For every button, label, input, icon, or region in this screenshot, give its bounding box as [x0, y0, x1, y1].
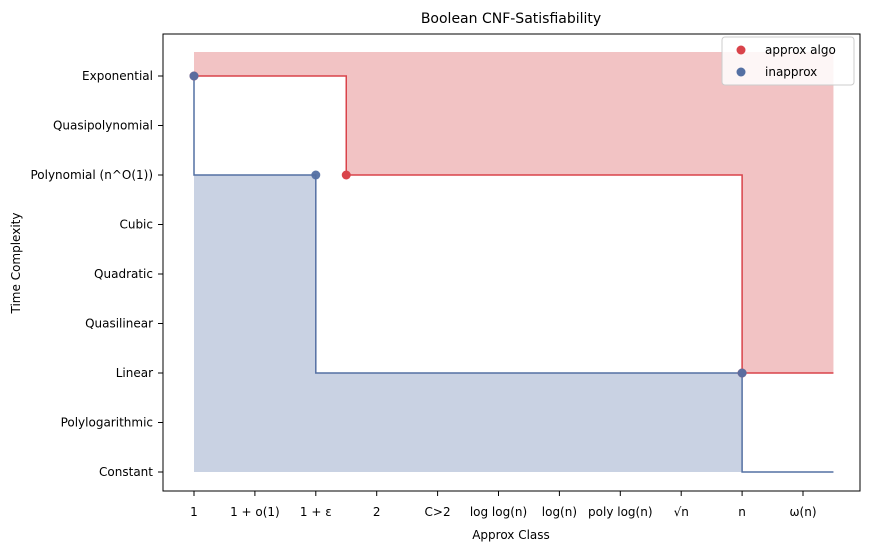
point-inapprox-1	[311, 170, 321, 180]
x-tick-label: 1 + ε	[300, 505, 332, 519]
legend: approx algo inapprox	[721, 36, 855, 86]
x-tick-label: C>2	[425, 505, 451, 519]
y-tick-label: Quasilinear	[85, 317, 153, 331]
y-tick-label: Exponential	[82, 69, 153, 83]
legend-label: inapprox	[765, 65, 817, 79]
x-tick-label: ω(n)	[789, 505, 816, 519]
y-tick-label: Linear	[116, 366, 153, 380]
x-tick-label: log log(n)	[470, 505, 527, 519]
x-tick-label: 1	[190, 505, 198, 519]
y-tick-label: Quadratic	[94, 267, 153, 281]
legend-marker	[736, 67, 746, 77]
x-tick-label: poly log(n)	[588, 505, 652, 519]
line-layer	[193, 75, 834, 473]
step-line-inapprox	[193, 76, 834, 473]
x-tick-label: 1 + o(1)	[230, 505, 280, 519]
legend-label: approx algo	[765, 43, 836, 57]
x-tick-label: 2	[373, 505, 381, 519]
y-tick-label: Polynomial (n^O(1))	[30, 168, 153, 182]
y-tick-label: Quasipolynomial	[53, 119, 153, 133]
legend-marker	[736, 45, 746, 55]
y-tick-label: Constant	[99, 465, 153, 479]
point-approx-algo-1	[341, 170, 351, 180]
x-axis: 1 1 + o(1) 1 + ε 2 C>2 log log(n) log(n) poly l…	[190, 491, 817, 519]
plot-frame	[162, 33, 861, 492]
point-inapprox-2	[737, 368, 747, 378]
x-tick-label: √n	[674, 505, 689, 519]
x-tick-label: n	[738, 505, 746, 519]
chart-title: Boolean CNF-Satisfiability	[421, 11, 601, 27]
y-tick-label: Polylogarithmic	[61, 416, 153, 430]
point-inapprox-0	[189, 71, 199, 81]
y-tick-label: Cubic	[119, 218, 153, 232]
y-axis: Constant Polylogarithmic Linear Quasilinear…	[30, 69, 163, 479]
area-approx-algo	[194, 52, 834, 373]
x-tick-label: log(n)	[542, 505, 577, 519]
fill-layer	[194, 52, 834, 472]
step-line-approx-algo	[194, 75, 834, 374]
x-axis-title: Approx Class	[472, 528, 550, 542]
y-axis-title: Time Complexity	[9, 213, 23, 315]
legend-box	[721, 36, 855, 86]
point-layer	[189, 71, 747, 378]
